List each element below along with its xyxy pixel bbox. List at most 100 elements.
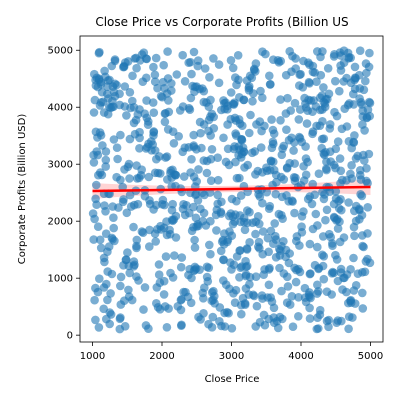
data-point bbox=[219, 255, 228, 264]
data-point bbox=[279, 237, 288, 246]
data-point bbox=[287, 292, 297, 301]
data-point bbox=[216, 209, 226, 218]
data-point bbox=[152, 200, 161, 210]
data-point bbox=[325, 120, 335, 129]
data-point bbox=[223, 120, 232, 129]
plot-area bbox=[79, 35, 384, 343]
data-point bbox=[164, 304, 173, 313]
data-point bbox=[231, 285, 241, 295]
data-point bbox=[332, 216, 341, 225]
data-point bbox=[178, 50, 187, 60]
data-point bbox=[170, 251, 179, 260]
data-point bbox=[187, 155, 196, 164]
data-point bbox=[284, 135, 294, 145]
data-point bbox=[122, 111, 131, 120]
data-point bbox=[346, 295, 356, 305]
data-point bbox=[279, 269, 289, 278]
data-point bbox=[362, 176, 371, 186]
data-point bbox=[253, 242, 263, 252]
data-point bbox=[201, 221, 211, 230]
data-point bbox=[124, 292, 134, 301]
data-point bbox=[175, 106, 185, 115]
data-point bbox=[213, 153, 222, 162]
data-point bbox=[106, 289, 115, 298]
data-point bbox=[338, 285, 347, 294]
data-point bbox=[213, 175, 223, 185]
data-point bbox=[179, 287, 188, 297]
data-point bbox=[239, 95, 249, 105]
data-point bbox=[141, 321, 151, 330]
data-point bbox=[226, 258, 235, 267]
data-point bbox=[197, 143, 206, 153]
data-point bbox=[294, 312, 303, 321]
data-point bbox=[204, 115, 214, 125]
data-point bbox=[235, 273, 244, 282]
data-point bbox=[115, 100, 124, 110]
data-point bbox=[187, 69, 196, 79]
data-point bbox=[155, 152, 164, 161]
data-point bbox=[104, 242, 114, 251]
data-point bbox=[269, 157, 278, 167]
data-point bbox=[91, 75, 100, 85]
data-point bbox=[254, 219, 264, 229]
data-point bbox=[260, 265, 269, 274]
data-point bbox=[346, 265, 355, 274]
data-point bbox=[180, 77, 190, 86]
data-point bbox=[157, 92, 167, 102]
data-point bbox=[269, 129, 279, 138]
data-point bbox=[90, 95, 100, 105]
data-point bbox=[249, 65, 259, 75]
data-point bbox=[320, 102, 330, 112]
data-point bbox=[163, 74, 173, 83]
data-point bbox=[226, 56, 236, 65]
data-point bbox=[252, 120, 261, 129]
data-point bbox=[281, 245, 291, 255]
data-point bbox=[294, 293, 303, 302]
data-point bbox=[326, 232, 336, 242]
data-point bbox=[331, 250, 340, 260]
data-point bbox=[177, 321, 186, 331]
data-point bbox=[116, 300, 126, 309]
data-point bbox=[316, 52, 325, 62]
data-point bbox=[326, 157, 336, 166]
y-tick-label: 5000 bbox=[48, 46, 73, 57]
data-point bbox=[96, 243, 106, 253]
data-point bbox=[122, 208, 132, 218]
data-point bbox=[189, 202, 198, 212]
data-point bbox=[120, 82, 130, 91]
data-point bbox=[295, 81, 304, 90]
data-point bbox=[171, 233, 181, 242]
data-point bbox=[126, 202, 136, 211]
data-point bbox=[230, 142, 239, 151]
data-point bbox=[195, 117, 205, 127]
data-point bbox=[294, 115, 304, 124]
data-point bbox=[116, 130, 125, 140]
data-point bbox=[206, 154, 216, 164]
data-point bbox=[243, 206, 252, 215]
data-point bbox=[139, 305, 148, 314]
data-point bbox=[94, 170, 103, 180]
data-point bbox=[203, 277, 213, 286]
data-point bbox=[177, 295, 186, 304]
data-point bbox=[240, 163, 249, 172]
data-point bbox=[287, 196, 297, 205]
data-point bbox=[128, 71, 137, 81]
data-point bbox=[331, 76, 340, 86]
data-point bbox=[339, 46, 349, 55]
data-point bbox=[132, 272, 141, 281]
y-tick-label: 0 bbox=[67, 331, 73, 342]
data-point bbox=[324, 89, 334, 99]
data-point bbox=[193, 56, 203, 65]
data-point bbox=[350, 62, 360, 72]
data-point bbox=[189, 172, 199, 182]
data-point bbox=[184, 58, 193, 67]
data-point bbox=[190, 235, 199, 245]
data-point bbox=[310, 190, 320, 200]
data-point bbox=[196, 128, 205, 138]
data-point bbox=[145, 242, 154, 251]
data-point bbox=[290, 98, 300, 108]
data-point bbox=[109, 213, 118, 222]
data-point bbox=[292, 236, 301, 246]
data-point bbox=[355, 94, 364, 103]
data-point bbox=[329, 268, 339, 278]
